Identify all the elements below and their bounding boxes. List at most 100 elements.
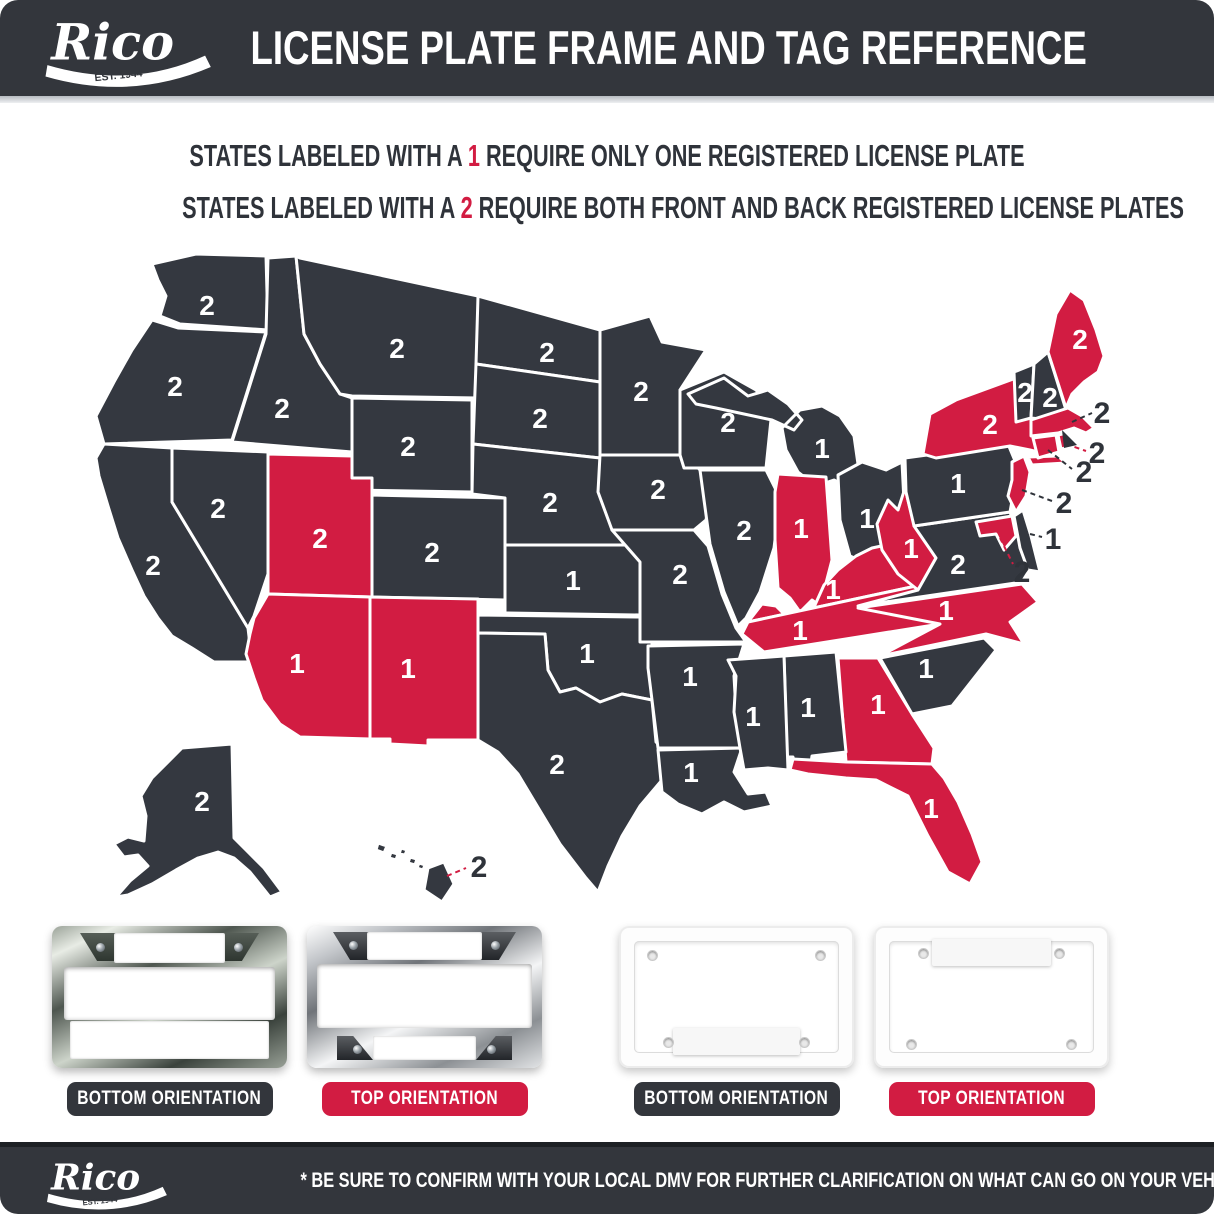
orientation-badge-label: BOTTOM ORIENTATION	[77, 1088, 262, 1109]
plate-count-co: 2	[424, 537, 440, 568]
logo-established: EST. 1944	[94, 68, 143, 84]
header-bar: Rico EST. 1944 LICENSE PLATE FRAME AND T…	[0, 0, 1214, 96]
screw-hole-icon	[1066, 1039, 1077, 1050]
state-fl	[788, 757, 984, 886]
page-title: LICENSE PLATE FRAME AND TAG REFERENCE	[250, 21, 1087, 74]
state-md	[974, 514, 1018, 552]
plate-count-mt: 2	[389, 333, 405, 364]
frame-bottom-banner	[70, 1021, 269, 1059]
plate-count-de: 1	[1045, 523, 1062, 556]
plate-count-vt: 2	[1017, 377, 1033, 408]
plate-count-ia: 2	[650, 474, 666, 505]
screw-hole-icon	[1054, 948, 1065, 959]
screw-hole-icon	[663, 1037, 674, 1048]
plate-count-az: 1	[289, 648, 305, 679]
plate-count-ak: 2	[194, 786, 210, 817]
state-de	[1012, 508, 1042, 574]
state-hi	[374, 841, 456, 904]
plate-count-sc: 1	[918, 653, 934, 684]
frame-column-3: BOTTOM ORIENTATION	[619, 926, 854, 1116]
orientation-badge: BOTTOM ORIENTATION	[633, 1082, 840, 1116]
orientation-badge-label: TOP ORIENTATION	[918, 1088, 1065, 1109]
plate-count-il: 2	[736, 515, 752, 546]
plate-count-me: 2	[1072, 324, 1088, 355]
header-divider	[0, 96, 1214, 103]
state-tx	[476, 631, 672, 894]
frame-column-1: BOTTOM ORIENTATION	[52, 926, 287, 1116]
plate-count-wa: 2	[199, 290, 215, 321]
screw-icon	[491, 941, 500, 950]
frame-column-4: TOP ORIENTATION	[874, 926, 1109, 1116]
screw-hole-icon	[647, 950, 658, 961]
state-la	[656, 746, 774, 816]
license-frame-white-bottom	[619, 926, 854, 1068]
screw-icon	[96, 943, 105, 952]
callout-line-md	[999, 537, 1014, 565]
plate-count-al: 1	[800, 692, 816, 723]
plate-count-ky: 1	[825, 574, 841, 605]
frame-top-strip	[932, 939, 1051, 966]
plate-count-nj: 2	[1056, 487, 1073, 520]
plate-count-nh: 2	[1042, 382, 1058, 413]
plate-count-or: 2	[167, 371, 183, 402]
plate-count-pa: 1	[950, 468, 966, 499]
state-me	[1046, 288, 1106, 410]
callout-line-ma	[1071, 412, 1093, 423]
license-frame-chrome-dark-bottom	[52, 926, 287, 1068]
plate-count-ne: 2	[542, 487, 558, 518]
frame-bottom-banner	[373, 1036, 476, 1060]
plate-count-ks: 1	[565, 565, 581, 596]
state-mt	[294, 254, 480, 400]
plate-count-hi: 2	[471, 851, 488, 884]
legend2-suffix: REQUIRE BOTH FRONT AND BACK REGISTERED L…	[472, 190, 1184, 225]
orientation-badge: TOP ORIENTATION	[888, 1082, 1095, 1116]
legend2-number: 2	[460, 190, 473, 225]
screw-icon	[349, 941, 358, 950]
plate-count-ri: 2	[1089, 437, 1106, 470]
screw-hole-icon	[815, 950, 826, 961]
plate-count-nd: 2	[539, 337, 555, 368]
plate-count-ca: 2	[145, 550, 161, 581]
state-ma	[1029, 406, 1096, 438]
plate-count-nc: 1	[938, 595, 954, 626]
plate-count-in: 1	[793, 513, 809, 544]
plate-count-fl: 1	[923, 793, 939, 824]
license-frame-chrome-top	[307, 926, 542, 1068]
state-ak	[112, 742, 284, 899]
callout-arrow-icon	[1062, 430, 1077, 448]
plate-count-oh: 1	[859, 503, 875, 534]
rico-logo: Rico EST. 1944	[45, 13, 211, 87]
frame-column-2: TOP ORIENTATION	[307, 926, 542, 1116]
legend1-prefix: STATES LABELED WITH A	[189, 138, 468, 173]
rico-logo-text: Rico	[49, 13, 174, 71]
plate-count-ct: 2	[1076, 456, 1093, 489]
screw-icon	[487, 1045, 496, 1054]
plate-count-mi: 1	[814, 433, 830, 464]
legend1-number: 1	[467, 138, 480, 173]
plate-count-mn: 2	[633, 376, 649, 407]
orientation-badge: TOP ORIENTATION	[321, 1082, 528, 1116]
frame-bottom-strip	[673, 1028, 800, 1055]
screw-icon	[353, 1045, 362, 1054]
legend-line-1: STATES LABELED WITH A 1 REQUIRE ONLY ONE…	[182, 138, 1032, 174]
plate-count-ut: 2	[312, 523, 328, 554]
plate-count-ny: 2	[982, 409, 998, 440]
plate-count-ms: 1	[745, 701, 761, 732]
frame-top-banner	[114, 933, 225, 963]
plate-count-tn: 1	[792, 615, 808, 646]
plate-count-mo: 2	[672, 559, 688, 590]
orientation-badge: BOTTOM ORIENTATION	[66, 1082, 273, 1116]
legend2-prefix: STATES LABELED WITH A	[182, 190, 461, 225]
rico-logo-footer: Rico EST. 1944	[47, 1157, 167, 1210]
rico-logo-text: Rico	[50, 1157, 140, 1199]
plate-count-sd: 2	[532, 403, 548, 434]
frame-window	[317, 964, 532, 1028]
footer-bar: Rico EST. 1944 * BE SURE TO CONFIRM WITH…	[0, 1142, 1214, 1214]
state-ms	[726, 654, 790, 772]
plate-count-nv: 2	[210, 493, 226, 524]
plate-count-ga: 1	[870, 689, 886, 720]
screw-icon	[234, 943, 243, 952]
frame-window	[64, 967, 275, 1020]
